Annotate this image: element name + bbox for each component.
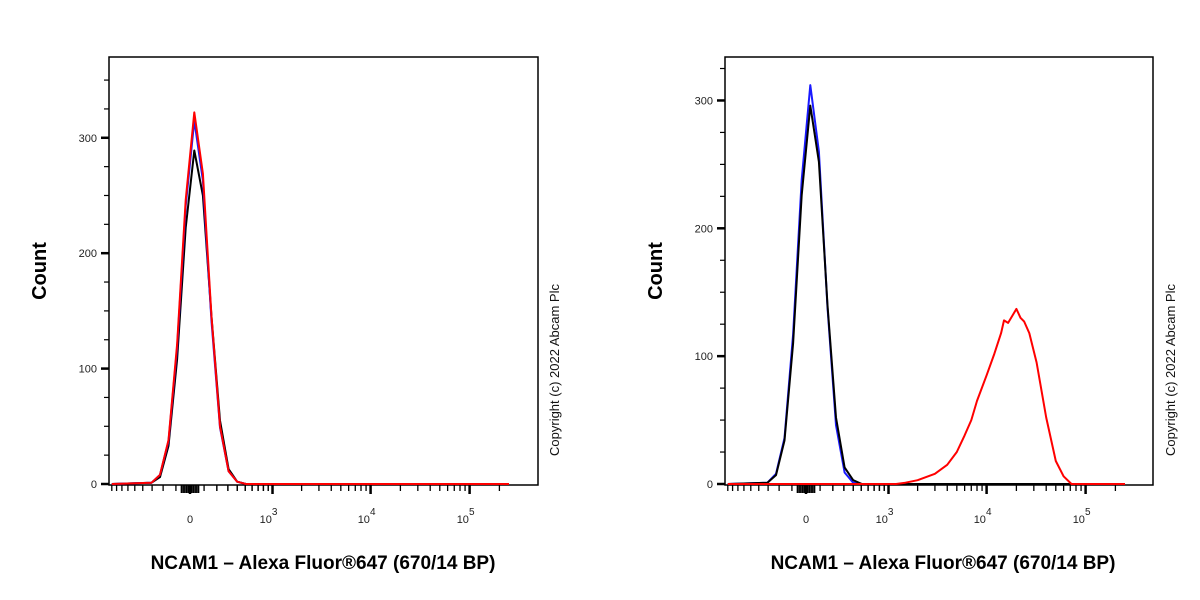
copyright-text: Copyright (c) 2022 Abcam Plc (1163, 284, 1178, 456)
y-tick-label: 200 (79, 248, 97, 260)
x-tick-base: 10 (457, 514, 469, 526)
x-tick-exponent: 5 (1085, 507, 1091, 518)
series-line-1 (111, 119, 509, 485)
x-tick-base: 0 (187, 514, 193, 526)
x-tick-exponent: 3 (272, 507, 278, 518)
x-axis-label: NCAM1 – Alexa Fluor®647 (670/14 BP) (151, 553, 496, 574)
x-tick-base: 10 (260, 514, 272, 526)
y-tick-label: 300 (79, 133, 97, 145)
series-line-0 (111, 149, 509, 485)
series-line-0 (727, 84, 1125, 485)
x-tick-exponent: 4 (370, 507, 376, 518)
x-tick-base: 10 (974, 514, 986, 526)
series-line-1 (727, 104, 1125, 485)
x-tick-base: 10 (876, 514, 888, 526)
plot-frame (108, 56, 539, 486)
x-tick-exponent: 4 (986, 507, 992, 518)
histogram-panel-left: 0 100 200 300 0 103 104 105 Count NCAM1 – Alexa… (29, 56, 562, 574)
x-tick-base: 10 (1073, 514, 1085, 526)
y-tick-label: 100 (695, 351, 713, 363)
y-tick-label: 0 (707, 479, 713, 491)
copyright-text: Copyright (c) 2022 Abcam Plc (547, 284, 562, 456)
histogram-panel-right: 0 100 200 300 0 103 104 105 Count NCAM1 – Alexa… (600, 0, 1200, 600)
x-tick-exponent: 5 (469, 507, 475, 518)
y-axis-label: Count (645, 242, 667, 300)
x-tick-label: 103 (260, 507, 278, 526)
x-tick-exponent: 3 (888, 507, 894, 518)
x-tick-label: 103 (876, 507, 894, 526)
x-tick-base: 0 (803, 514, 809, 526)
series-line-2 (111, 111, 509, 485)
x-tick-label: 105 (457, 507, 475, 526)
y-tick-label: 0 (91, 479, 97, 491)
x-tick-label: 104 (974, 507, 992, 526)
x-tick-label: 0 (803, 514, 809, 526)
series-line-2 (727, 307, 1125, 485)
x-tick-label: 0 (187, 514, 193, 526)
x-tick-label: 104 (358, 507, 376, 526)
y-axis-label: Count (29, 242, 51, 300)
y-tick-label: 300 (695, 95, 713, 107)
x-tick-label: 105 (1073, 507, 1091, 526)
y-tick-label: 200 (695, 223, 713, 235)
y-tick-label: 100 (79, 364, 97, 376)
x-tick-base: 10 (358, 514, 370, 526)
x-axis-label: NCAM1 – Alexa Fluor®647 (670/14 BP) (771, 553, 1116, 574)
plot-frame (724, 56, 1154, 486)
